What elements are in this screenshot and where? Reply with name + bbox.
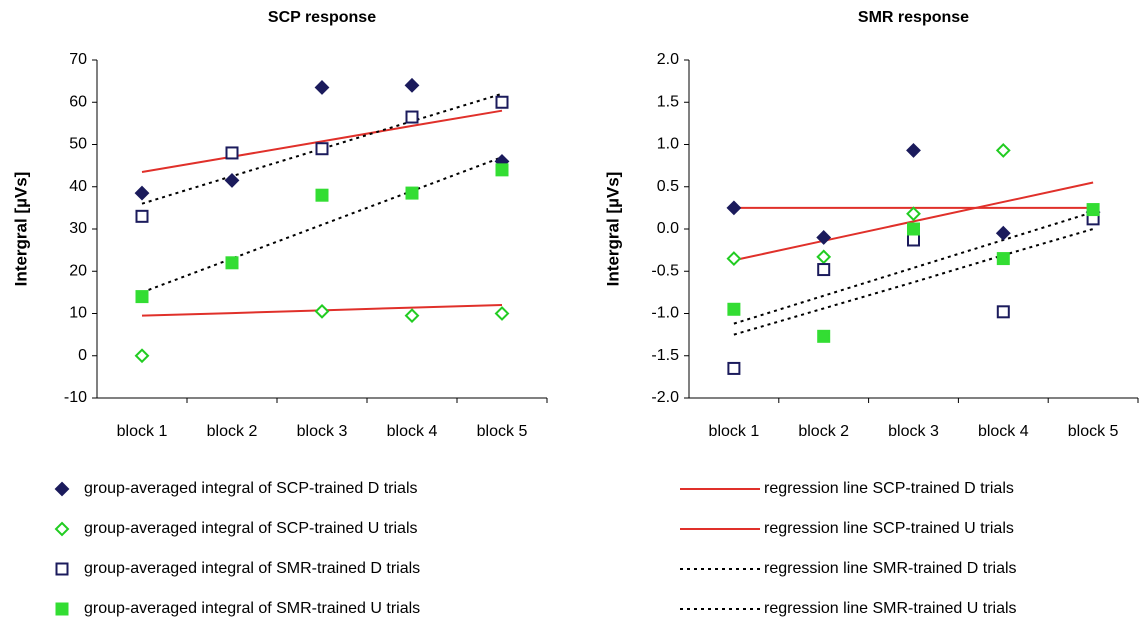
x-tick-label: block 3 (297, 423, 348, 440)
data-point (996, 252, 1010, 266)
y-tick-label: -0.5 (651, 262, 679, 279)
regression-line (733, 181, 1094, 262)
data-point (727, 361, 741, 375)
data-point (225, 146, 239, 160)
data-point (315, 188, 329, 202)
data-point (726, 251, 742, 266)
data-point (314, 303, 330, 319)
y-tick-label: -1.5 (651, 347, 679, 364)
y-tick-label: 50 (69, 136, 87, 153)
data-point (817, 329, 831, 343)
chart-title: SCP response (268, 9, 376, 26)
y-tick-label: 70 (69, 51, 87, 68)
legend-label: regression line SCP-trained U trials (764, 520, 1014, 537)
data-point (995, 143, 1011, 158)
legend-label: group-averaged integral of SCP-trained U… (84, 520, 418, 537)
legend-label: regression line SCP-trained D trials (764, 480, 1014, 497)
y-tick-label: 60 (69, 93, 87, 110)
y-tick-label: 0.0 (657, 220, 679, 237)
x-tick-label: block 3 (888, 423, 939, 440)
regression-line (141, 109, 503, 173)
y-tick-label: 10 (69, 305, 87, 322)
data-point (995, 225, 1011, 241)
data-point (495, 95, 509, 109)
x-tick-label: block 4 (978, 423, 1029, 440)
regression-line (141, 156, 503, 294)
data-point (906, 206, 921, 222)
data-point (907, 222, 920, 236)
data-point (405, 110, 419, 124)
legend-marker (55, 562, 69, 576)
y-tick-label: -10 (64, 389, 87, 406)
data-point (224, 172, 240, 188)
data-point (996, 305, 1010, 319)
data-point (494, 306, 510, 321)
data-point (225, 256, 239, 270)
chart-title: SMR response (858, 9, 969, 26)
data-point (134, 348, 150, 364)
x-tick-label: block 1 (117, 423, 168, 440)
y-tick-label: 1.0 (657, 136, 679, 153)
data-point (1086, 203, 1100, 217)
data-point (314, 80, 330, 95)
y-tick-label: 40 (69, 178, 87, 195)
data-point (726, 200, 742, 216)
x-tick-label: block 2 (207, 423, 258, 440)
data-point (404, 308, 420, 324)
x-tick-label: block 1 (709, 423, 760, 440)
data-point (134, 185, 150, 201)
x-tick-label: block 2 (798, 423, 849, 440)
data-point (404, 77, 420, 93)
y-axis-label: Intergral [µVs] (11, 172, 30, 287)
y-tick-label: 20 (69, 262, 87, 279)
data-point (135, 290, 149, 304)
y-tick-label: -2.0 (651, 389, 679, 406)
data-point (816, 230, 832, 245)
y-tick-label: 0 (78, 347, 87, 364)
legend-marker (55, 602, 69, 616)
y-axis-label: Intergral [µVs] (603, 172, 622, 287)
x-tick-label: block 5 (477, 423, 528, 440)
x-tick-label: block 5 (1068, 423, 1119, 440)
y-tick-label: 30 (69, 220, 87, 237)
data-point (135, 209, 149, 223)
data-point (727, 302, 741, 316)
data-point (495, 163, 509, 177)
legend-label: regression line SMR-trained U trials (764, 600, 1017, 617)
data-point (405, 186, 419, 200)
y-tick-label: 1.5 (657, 93, 679, 110)
x-tick-label: block 4 (387, 423, 438, 440)
legend-label: group-averaged integral of SCP-trained D… (84, 480, 418, 497)
data-point (817, 263, 831, 277)
legend-marker (54, 521, 70, 537)
y-tick-label: -1.0 (651, 305, 679, 322)
data-point (315, 142, 329, 156)
data-point (906, 143, 921, 158)
y-tick-label: 2.0 (657, 51, 679, 68)
y-tick-label: 0.5 (657, 178, 679, 195)
legend-label: regression line SMR-trained D trials (764, 560, 1017, 577)
data-point (907, 233, 920, 247)
legend-label: group-averaged integral of SMR-trained U… (84, 600, 420, 617)
data-point (816, 249, 832, 265)
legend-marker (54, 481, 70, 497)
legend-label: group-averaged integral of SMR-trained D… (84, 560, 420, 577)
